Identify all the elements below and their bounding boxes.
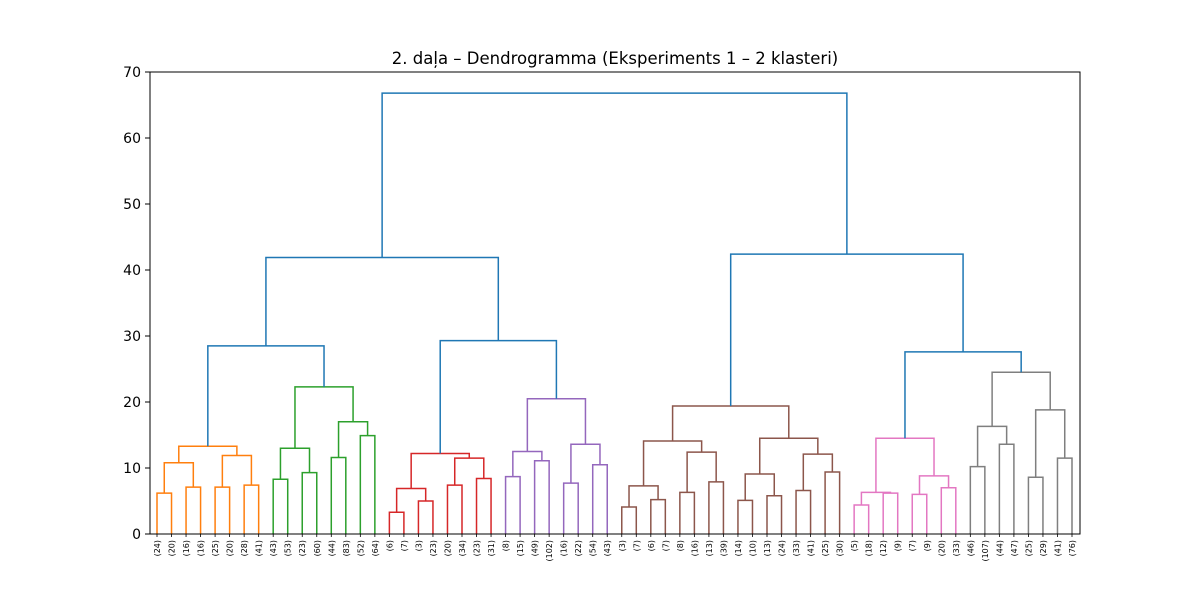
y-tick-label: 30 <box>123 329 141 345</box>
leaf-label: (54) <box>589 540 598 556</box>
leaf-label: (43) <box>603 540 612 556</box>
leaf-label: (20) <box>443 540 452 556</box>
leaf-label: (6) <box>647 540 656 551</box>
leaf-label: (44) <box>327 540 336 556</box>
leaf-label: (18) <box>865 540 874 556</box>
leaf-label: (14) <box>734 540 743 556</box>
leaf-label: (33) <box>952 540 961 556</box>
leaf-label: (5) <box>850 540 859 551</box>
leaf-label: (13) <box>705 540 714 556</box>
leaf-label: (7) <box>632 540 641 551</box>
leaf-label: (25) <box>211 540 220 556</box>
leaf-label: (34) <box>458 540 467 556</box>
leaf-label: (49) <box>531 540 540 556</box>
leaf-label: (47) <box>1010 540 1019 556</box>
leaf-label: (16) <box>690 540 699 556</box>
leaf-label: (8) <box>502 540 511 551</box>
dendrogram-link <box>381 92 848 258</box>
leaf-label: (52) <box>356 540 365 556</box>
leaf-label: (24) <box>778 540 787 556</box>
leaf-label: (9) <box>894 540 903 551</box>
leaf-label: (12) <box>879 540 888 556</box>
dendrogram-links <box>156 92 1073 534</box>
leaf-label: (107) <box>981 540 990 562</box>
leaf-label: (9) <box>923 540 932 551</box>
leaf-label: (3) <box>414 540 423 551</box>
leaf-label: (23) <box>429 540 438 556</box>
y-tick-label: 0 <box>132 527 141 543</box>
leaf-label: (41) <box>255 540 264 556</box>
leaf-label: (41) <box>807 540 816 556</box>
leaf-label: (20) <box>168 540 177 556</box>
leaf-label: (60) <box>313 540 322 556</box>
leaf-label: (76) <box>1068 540 1077 556</box>
leaf-label: (16) <box>182 540 191 556</box>
leaf-label: (31) <box>487 540 496 556</box>
leaf-label: (41) <box>1053 540 1062 556</box>
leaf-label: (7) <box>908 540 917 551</box>
leaf-label: (53) <box>284 540 293 556</box>
leaf-label: (29) <box>1039 540 1048 556</box>
leaf-label: (3) <box>618 540 627 551</box>
leaf-label: (46) <box>966 540 975 556</box>
leaf-label: (16) <box>560 540 569 556</box>
leaf-label: (20) <box>937 540 946 556</box>
leaf-label: (7) <box>400 540 409 551</box>
chart-title: 2. daļa – Dendrogramma (Eksperiments 1 –… <box>392 49 838 68</box>
y-tick-label: 10 <box>123 461 141 477</box>
leaf-label: (28) <box>240 540 249 556</box>
leaf-label: (23) <box>298 540 307 556</box>
leaf-label: (6) <box>385 540 394 551</box>
leaf-label: (15) <box>516 540 525 556</box>
leaf-label: (20) <box>226 540 235 556</box>
leaf-label: (64) <box>371 540 380 556</box>
leaf-label: (39) <box>719 540 728 556</box>
y-tick-label: 40 <box>123 263 141 279</box>
leaf-label: (43) <box>269 540 278 556</box>
y-tick-label: 70 <box>123 65 141 81</box>
leaf-label: (25) <box>1024 540 1033 556</box>
leaf-label: (30) <box>836 540 845 556</box>
leaf-label: (44) <box>995 540 1004 556</box>
leaf-label: (13) <box>763 540 772 556</box>
y-tick-label: 20 <box>123 395 141 411</box>
leaf-label: (16) <box>197 540 206 556</box>
leaf-label: (102) <box>545 540 554 562</box>
leaf-label: (23) <box>473 540 482 556</box>
leaf-label: (22) <box>574 540 583 556</box>
plot-frame <box>149 71 1081 535</box>
leaf-label: (7) <box>661 540 670 551</box>
y-tick-label: 60 <box>123 131 141 147</box>
leaf-label: (8) <box>676 540 685 551</box>
y-tick-label: 50 <box>123 197 141 213</box>
leaf-label: (25) <box>821 540 830 556</box>
leaf-label: (33) <box>792 540 801 556</box>
y-axis: 0 10 20 30 40 50 60 70 <box>123 65 150 543</box>
leaf-label: (83) <box>342 540 351 556</box>
leaf-label: (24) <box>153 540 162 556</box>
leaf-label: (10) <box>748 540 757 556</box>
